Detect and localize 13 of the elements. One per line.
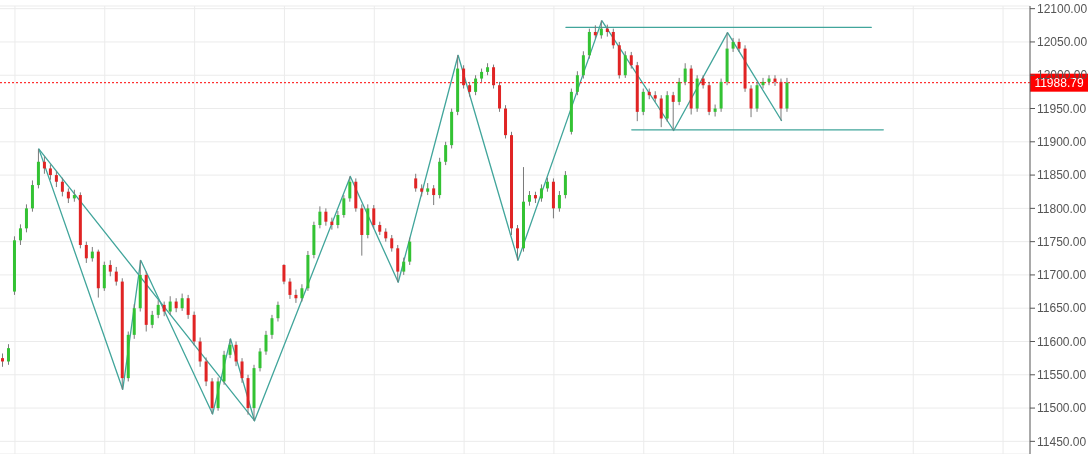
y-tick-label: 12100.00 bbox=[1037, 1, 1088, 16]
y-tick-label: 11850.00 bbox=[1037, 168, 1087, 183]
y-tick-label: 11550.00 bbox=[1037, 368, 1087, 383]
y-tick-label: 11900.00 bbox=[1037, 135, 1087, 150]
y-tick-label: 11650.00 bbox=[1037, 301, 1087, 316]
y-tick-label: 11750.00 bbox=[1037, 234, 1087, 249]
y-tick-label: 11450.00 bbox=[1037, 434, 1087, 449]
y-tick-label: 11700.00 bbox=[1037, 268, 1087, 283]
y-tick-label: 11600.00 bbox=[1037, 334, 1087, 349]
y-tick-label: 11800.00 bbox=[1037, 201, 1087, 216]
y-tick-label: 12050.00 bbox=[1037, 35, 1088, 50]
y-tick-label: 11500.00 bbox=[1037, 401, 1087, 416]
y-tick-label: 11950.00 bbox=[1037, 101, 1087, 116]
